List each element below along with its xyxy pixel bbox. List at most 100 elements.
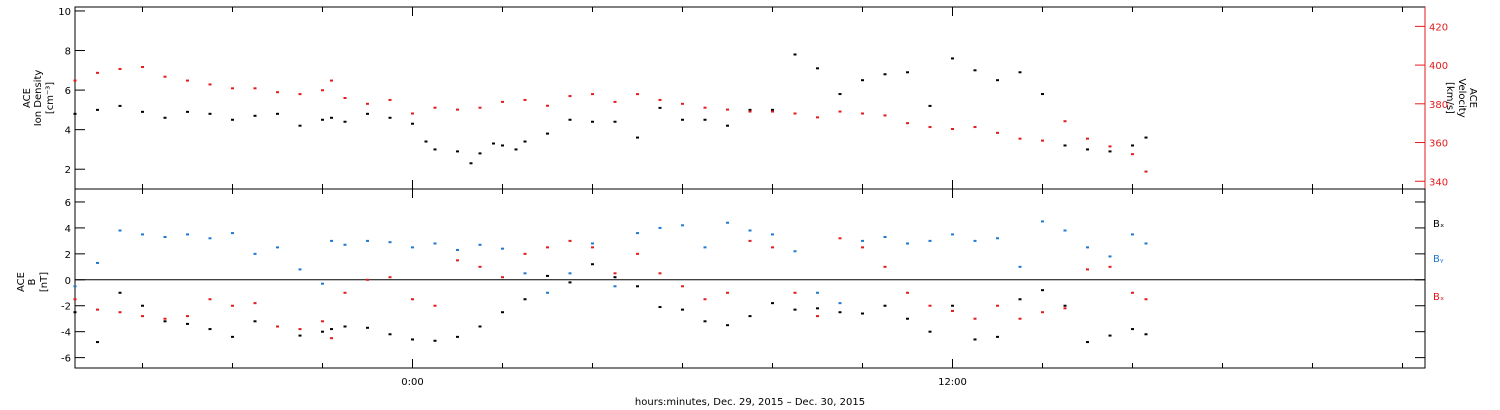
- magnetic-points: [73, 220, 1148, 344]
- x-tick-label: 12:00: [938, 377, 967, 388]
- data-point: [1041, 93, 1044, 96]
- series-1-1: [73, 220, 1148, 305]
- data-point: [276, 246, 279, 249]
- data-point: [1018, 317, 1022, 320]
- data-point: [96, 308, 99, 311]
- data-point: [208, 112, 212, 115]
- data-point: [330, 328, 333, 331]
- data-point: [861, 246, 864, 249]
- data-point: [1131, 328, 1134, 331]
- y-tick-label: 2: [65, 250, 71, 261]
- data-point: [793, 53, 797, 56]
- data-point: [883, 235, 887, 238]
- data-point: [703, 320, 707, 323]
- data-point: [1086, 268, 1089, 271]
- legend-by: Bᵧ: [1433, 254, 1444, 265]
- data-point: [1018, 137, 1022, 140]
- data-point: [996, 304, 999, 307]
- magnetic-x-ticks: [142, 189, 1403, 368]
- data-point: [883, 265, 887, 268]
- data-point: [523, 272, 527, 275]
- data-point: [928, 126, 932, 129]
- data-point: [276, 325, 279, 328]
- data-point: [591, 242, 594, 245]
- data-point: [253, 114, 257, 117]
- data-point: [96, 108, 99, 111]
- data-point: [636, 93, 639, 96]
- data-point: [1131, 291, 1134, 294]
- data-point: [1086, 148, 1089, 151]
- data-point: [73, 79, 77, 82]
- data-point: [478, 106, 482, 109]
- data-point: [456, 150, 459, 153]
- data-point: [546, 132, 549, 135]
- data-point: [321, 118, 324, 121]
- data-point: [726, 221, 729, 224]
- magnetic-ylabel-line1: ACE: [16, 272, 27, 292]
- data-point: [658, 98, 662, 101]
- data-point: [366, 102, 369, 105]
- data-point: [861, 312, 864, 315]
- y-tick-label: -4: [61, 328, 71, 339]
- data-point: [838, 110, 842, 113]
- data-point: [388, 98, 392, 101]
- data-point: [163, 317, 167, 320]
- magnetic-ylabel-line2: B: [27, 278, 38, 285]
- data-point: [1144, 242, 1148, 245]
- data-point: [816, 67, 819, 70]
- data-point: [1144, 170, 1148, 173]
- data-point: [298, 328, 302, 331]
- data-point: [186, 322, 189, 325]
- data-point: [883, 73, 887, 76]
- data-point: [928, 304, 932, 307]
- data-point: [514, 148, 518, 151]
- magnetic-panel: -6 -4 -2 0 2 4 6 ACE B [nT] Bₓ Bᵧ Bₓ: [16, 188, 1444, 369]
- data-point: [726, 324, 729, 327]
- data-point: [951, 57, 954, 60]
- data-point: [568, 95, 572, 98]
- data-point: [591, 120, 594, 123]
- data-point: [163, 235, 167, 238]
- data-point: [366, 278, 369, 281]
- data-point: [1018, 265, 1022, 268]
- data-point: [343, 291, 347, 294]
- legend-bz: Bₓ: [1433, 292, 1444, 303]
- data-point: [996, 237, 999, 240]
- data-point: [883, 304, 887, 307]
- data-point: [1144, 136, 1148, 139]
- data-point: [186, 79, 189, 82]
- data-point: [546, 291, 549, 294]
- right-y-tick-label: 400: [1429, 61, 1448, 72]
- data-point: [748, 239, 752, 242]
- magnetic-left-axis: -6 -4 -2 0 2 4 6: [61, 198, 1425, 365]
- magnetic-ylabel-line3: [nT]: [39, 272, 50, 292]
- data-point: [861, 112, 864, 115]
- data-point: [1108, 265, 1112, 268]
- data-point: [951, 309, 954, 312]
- data-point: [231, 118, 234, 121]
- data-point: [411, 246, 414, 249]
- data-point: [951, 233, 954, 236]
- data-point: [703, 118, 707, 121]
- data-point: [951, 304, 954, 307]
- data-point: [388, 241, 392, 244]
- data-point: [681, 118, 684, 121]
- data-point: [1063, 304, 1067, 307]
- data-point: [388, 116, 392, 119]
- data-point: [816, 116, 819, 119]
- right-y-tick-label: 420: [1429, 22, 1448, 33]
- data-point: [681, 102, 684, 105]
- data-point: [1086, 341, 1089, 344]
- data-point: [478, 243, 482, 246]
- data-point: [838, 311, 842, 314]
- data-point: [681, 285, 684, 288]
- data-point: [816, 315, 819, 318]
- data-point: [523, 252, 527, 255]
- data-point: [748, 229, 752, 232]
- data-point: [501, 311, 504, 314]
- data-point: [973, 69, 977, 72]
- density-ylabel-line3: [cm⁻³]: [45, 82, 56, 114]
- data-point: [330, 239, 333, 242]
- data-point: [163, 116, 167, 119]
- data-point: [636, 252, 639, 255]
